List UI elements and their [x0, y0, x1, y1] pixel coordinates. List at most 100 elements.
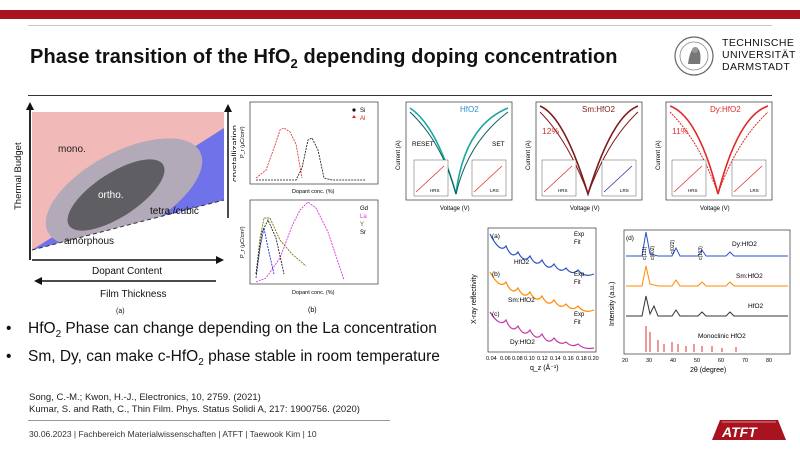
svg-text:Intensity (a.u.): Intensity (a.u.) — [609, 282, 616, 326]
reference-2: Kumar, S. and Rath, C., Thin Film. Phys.… — [29, 404, 360, 415]
svg-text:LRS: LRS — [620, 188, 629, 193]
bullet-item-1: • HfO2 Phase can change depending on the … — [6, 320, 437, 341]
phase-diagram: Thermal Budget crystallization mono. ort… — [13, 102, 236, 315]
slide-footer: 30.06.2023 | Fachbereich Materialwissens… — [29, 429, 317, 439]
svg-text:0.16: 0.16 — [563, 356, 574, 362]
svg-text:c(111): c(111) — [642, 246, 648, 260]
svg-text:Dy:HfO2: Dy:HfO2 — [710, 105, 741, 114]
svg-text:0.14: 0.14 — [550, 356, 561, 362]
svg-text:11%: 11% — [672, 126, 689, 136]
svg-text:20: 20 — [622, 358, 628, 364]
svg-text:LRS: LRS — [490, 188, 499, 193]
svg-text:Monoclinic HfO2: Monoclinic HfO2 — [698, 333, 746, 340]
slide-title: Phase transition of the HfO2 depending d… — [30, 46, 618, 71]
pr-sr-series — [255, 218, 285, 275]
svg-text:HRS: HRS — [688, 188, 698, 193]
svg-text:Fit: Fit — [574, 280, 581, 286]
svg-text:(c): (c) — [492, 311, 500, 318]
phase-x-label: Dopant Content — [92, 266, 162, 277]
svg-text:80: 80 — [766, 358, 772, 364]
iv-panel-sm: Sm:HfO2 12% HRS LRS Voltage (V) Current … — [526, 101, 643, 212]
region-tetra: tetra./cubic — [150, 206, 199, 217]
svg-text:q_z (Å⁻¹): q_z (Å⁻¹) — [530, 363, 559, 372]
pr-x-label-bottom: Dopant conc. (%) — [292, 290, 335, 296]
university-name: TECHNISCHE UNIVERSITÄT DARMSTADT — [722, 37, 796, 73]
atft-logo-icon — [712, 420, 786, 440]
pr-y-label-bottom: P_r (μC/cm²) — [240, 226, 246, 258]
svg-text:HfO2: HfO2 — [748, 303, 764, 310]
pr-si-series — [256, 137, 366, 181]
iv-curves: HfO2 RESET SET HRS LRS Voltage (V) Curre… — [396, 101, 773, 212]
atft-logo: ATFT — [712, 420, 786, 440]
university-logo — [674, 36, 714, 76]
svg-text:50: 50 — [694, 358, 700, 364]
athena-seal-icon — [674, 36, 714, 76]
pr-top-legend-al-marker — [352, 115, 356, 118]
pr-charts: Si Al P_r (μC/cm²) Dopant conc. (%) Gd L… — [240, 101, 379, 314]
svg-text:c(002): c(002) — [650, 245, 656, 260]
svg-text:0.04: 0.04 — [486, 356, 497, 362]
pr-al-series — [255, 127, 303, 179]
svg-text:c(022): c(022) — [670, 239, 676, 254]
svg-text:HfO2: HfO2 — [460, 105, 479, 114]
svg-text:Voltage (V): Voltage (V) — [570, 206, 600, 212]
reference-1: Song, C.-M.; Kwon, H.-J., Electronics, 1… — [29, 392, 261, 403]
svg-text:Voltage (V): Voltage (V) — [440, 206, 470, 212]
svg-text:ATFT: ATFT — [721, 424, 758, 440]
phase-x-label-2: Film Thickness — [100, 289, 167, 300]
svg-text:X-ray reflectivity: X-ray reflectivity — [471, 274, 478, 324]
pr-la-series — [255, 201, 345, 283]
svg-text:Dy:HfO2: Dy:HfO2 — [732, 241, 757, 248]
svg-text:30: 30 — [646, 358, 652, 364]
phase-caption: (a) — [116, 308, 125, 315]
title-divider — [28, 95, 772, 96]
svg-text:LRS: LRS — [750, 188, 759, 193]
iv-panel-dy: Dy:HfO2 11% HRS LRS Voltage (V) Current … — [656, 101, 773, 212]
svg-text:Fit: Fit — [574, 320, 581, 326]
svg-text:Exp: Exp — [574, 232, 585, 238]
svg-text:Current (A): Current (A) — [656, 140, 662, 170]
pr-bottom-legend-sr: Sr — [360, 230, 366, 236]
svg-text:HfO2: HfO2 — [514, 259, 530, 266]
xrr-chart: (a) (b) (c) HfO2 Sm:HfO2 Dy:HfO2 Exp Fit… — [471, 227, 599, 372]
pr-top-legend-al: Al — [360, 116, 365, 122]
svg-text:Exp: Exp — [574, 312, 585, 318]
xrd-chart: (d) c(111) c(002) c(022) c(113) Dy:HfO2 … — [609, 229, 791, 374]
top-accent-bar — [0, 10, 800, 19]
svg-text:0.20: 0.20 — [588, 356, 599, 362]
top-divider — [28, 25, 772, 26]
iv-panel-hfo2: HfO2 RESET SET HRS LRS Voltage (V) Curre… — [396, 101, 513, 212]
svg-text:Sm:HfO2: Sm:HfO2 — [736, 273, 763, 280]
phase-y-label: Thermal Budget — [13, 142, 24, 210]
svg-text:(a): (a) — [492, 233, 500, 240]
svg-text:Exp: Exp — [574, 272, 585, 278]
svg-text:0.06: 0.06 — [500, 356, 511, 362]
svg-text:c(113): c(113) — [698, 246, 704, 260]
svg-text:Current (A): Current (A) — [396, 140, 402, 170]
svg-text:0.18: 0.18 — [576, 356, 587, 362]
phase-crystallization-label: crystallization — [230, 125, 236, 182]
references-divider — [28, 420, 390, 421]
pr-bottom-legend-y: Y — [360, 222, 364, 228]
svg-text:Sm:HfO2: Sm:HfO2 — [508, 297, 535, 304]
svg-text:60: 60 — [718, 358, 724, 364]
svg-text:RESET: RESET — [412, 141, 434, 148]
svg-text:Sm:HfO2: Sm:HfO2 — [582, 105, 615, 114]
references: Song, C.-M.; Kwon, H.-J., Electronics, 1… — [29, 392, 360, 416]
pr-gd-series — [255, 227, 275, 279]
pr-x-label-top: Dopant conc. (%) — [292, 189, 335, 195]
svg-text:Dy:HfO2: Dy:HfO2 — [510, 339, 535, 346]
pr-y-label-top: P_r (μC/cm²) — [240, 126, 246, 158]
svg-text:0.08: 0.08 — [512, 356, 523, 362]
svg-text:40: 40 — [670, 358, 676, 364]
svg-text:HRS: HRS — [558, 188, 568, 193]
pr-bottom-legend-la: La — [360, 214, 367, 220]
svg-text:(b): (b) — [492, 271, 500, 278]
pr-y-series — [255, 217, 307, 275]
svg-text:Fit: Fit — [574, 240, 581, 246]
pr-bottom-legend-gd: Gd — [360, 206, 368, 212]
svg-text:0.12: 0.12 — [537, 356, 548, 362]
region-ortho: ortho. — [98, 190, 124, 201]
svg-text:70: 70 — [742, 358, 748, 364]
svg-text:(d): (d) — [626, 235, 634, 242]
